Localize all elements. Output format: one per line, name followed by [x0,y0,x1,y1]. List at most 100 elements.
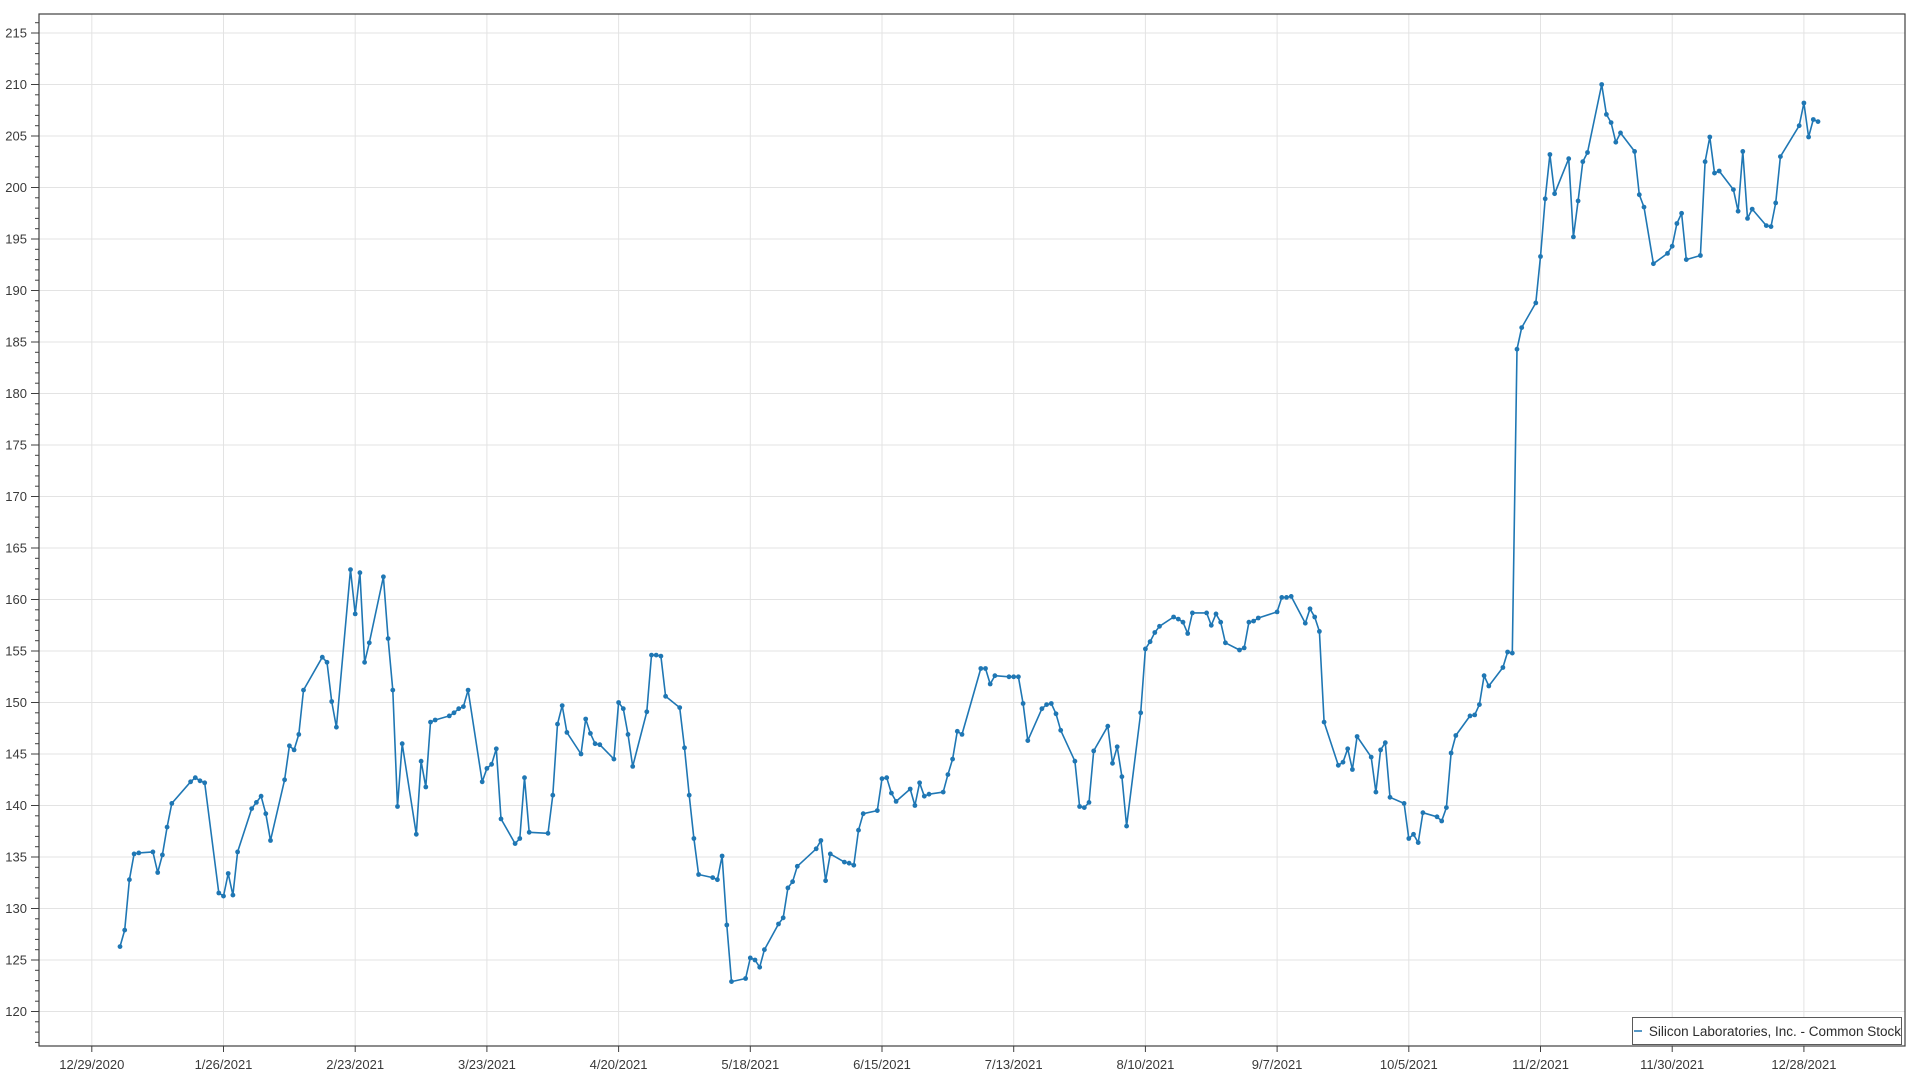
data-point [1763,223,1769,229]
data-point [301,687,306,693]
data-point [1039,706,1045,712]
data-point [818,838,824,843]
x-tick-label: 6/15/2021 [853,1057,911,1072]
data-point [131,851,137,857]
data-point [1679,210,1684,216]
y-tick-label: 135 [5,850,27,865]
data-point [550,792,556,798]
data-point [653,652,659,658]
data-point [1434,814,1440,820]
data-point [1354,734,1360,739]
data-point [1335,762,1341,768]
data-point [268,838,273,843]
data-point [399,741,405,747]
data-point [287,743,292,749]
data-point [780,915,786,921]
data-point [851,862,857,868]
data-point [1453,733,1459,738]
data-point [1053,711,1059,717]
data-point [921,793,927,799]
data-point [390,687,396,693]
y-tick-label: 200 [5,180,27,195]
y-tick-label: 170 [5,489,27,504]
data-point [1749,206,1755,212]
data-point [522,775,527,781]
data-point [1716,168,1722,174]
y-tick-label: 185 [5,335,27,350]
data-point [1119,774,1125,780]
data-point [823,878,828,884]
data-point [747,955,753,961]
data-point [1072,758,1078,764]
data-point [446,713,452,719]
data-point [150,849,156,855]
data-point [729,979,734,984]
data-point [1237,647,1242,653]
data-point [856,827,861,833]
data-point [1815,119,1821,124]
data-point [945,772,951,777]
plot-border [38,13,1906,1047]
data-point [983,666,988,671]
data-point [1317,629,1322,634]
data-point [1420,810,1426,816]
data-point [366,640,372,646]
data-point [677,705,683,710]
data-point [719,853,725,859]
data-point [1806,134,1811,140]
data-point [1382,740,1388,746]
data-point [254,800,259,805]
data-point [1481,673,1487,679]
y-tick-label: 195 [5,232,27,247]
data-point [658,653,664,659]
data-point [578,751,584,757]
data-point [649,652,654,658]
data-point [1651,261,1656,267]
data-point [1302,620,1308,626]
data-point [743,976,748,981]
data-point [564,730,570,735]
data-point [352,611,358,617]
data-point [1533,300,1539,306]
data-point [1091,748,1097,754]
data-point [1486,683,1492,689]
data-point [329,699,335,704]
data-point [1044,702,1049,707]
data-point [489,761,494,767]
data-point [1439,818,1445,824]
data-point [1251,618,1256,624]
data-point [1288,594,1294,599]
data-point [884,775,890,781]
y-tick-label: 215 [5,26,27,41]
data-point [1683,257,1689,262]
data-point [912,803,918,808]
data-point [216,890,222,896]
data-point [324,659,330,665]
x-tick-label: 9/7/2021 [1252,1057,1303,1072]
data-point [461,704,466,709]
data-point [874,808,880,813]
y-tick-label: 120 [5,1004,27,1019]
data-point [1740,149,1746,154]
data-point [630,764,636,769]
data-point [432,717,438,723]
data-point [762,947,767,953]
data-point [1768,224,1774,230]
data-point [1006,674,1012,680]
data-point [691,836,697,841]
data-point [1448,750,1454,756]
data-point [117,944,123,949]
data-point [1613,139,1619,145]
data-point [620,706,626,712]
data-point [588,731,593,736]
data-point [1415,840,1421,845]
data-point [479,779,485,785]
data-point [512,841,518,846]
data-point [1025,738,1031,743]
data-point [126,877,132,883]
y-tick-label: 125 [5,953,27,968]
data-point [197,778,203,784]
data-point [1190,610,1195,616]
data-point [493,746,499,752]
